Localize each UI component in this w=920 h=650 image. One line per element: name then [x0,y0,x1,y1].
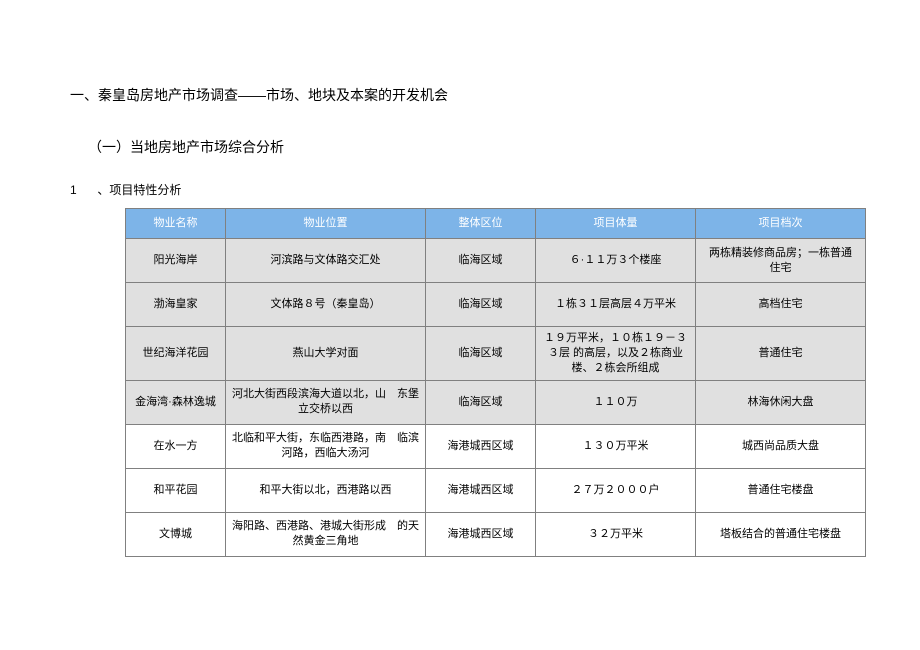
table-cell: 文体路８号（秦皇岛） [226,283,426,327]
table-cell: ６·１１万３个楼座 [536,239,696,283]
table-cell: 海阳路、西港路、港城大街形成 的天然黄金三角地 [226,512,426,556]
table-cell: 临海区域 [426,239,536,283]
table-row: 和平花园和平大街以北，西港路以西海港城西区域２７万２０００户普通住宅楼盘 [126,468,866,512]
table-cell: 林海休闲大盘 [696,380,866,424]
table-cell: 和平花园 [126,468,226,512]
table-cell: 燕山大学对面 [226,327,426,381]
list-number: 1 [70,183,94,197]
table-cell: １９万平米，１０栋１９－３３层 的高层，以及２栋商业楼、２栋会所组成 [536,327,696,381]
table-cell: 海港城西区域 [426,424,536,468]
table-cell: 金海湾·森林逸城 [126,380,226,424]
col-header: 整体区位 [426,209,536,239]
table-body: 阳光海岸河滨路与文体路交汇处临海区域６·１１万３个楼座两栋精装修商品房；一栋普通… [126,239,866,557]
table-cell: 临海区域 [426,380,536,424]
table-row: 金海湾·森林逸城河北大街西段滨海大道以北，山 东堡立交桥以西临海区域１１０万林海… [126,380,866,424]
table-cell: 临海区域 [426,327,536,381]
table-cell: 河滨路与文体路交汇处 [226,239,426,283]
page-heading: 一、秦皇岛房地产市场调查——市场、地块及本案的开发机会 [70,85,850,105]
col-header: 项目档次 [696,209,866,239]
table-cell: 普通住宅楼盘 [696,468,866,512]
table-header-row: 物业名称 物业位置 整体区位 项目体量 项目档次 [126,209,866,239]
table-cell: 北临和平大街，东临西港路，南 临滨河路，西临大汤河 [226,424,426,468]
table-cell: 渤海皇家 [126,283,226,327]
table-cell: １栋３１层高层４万平米 [536,283,696,327]
table-cell: ２７万２０００户 [536,468,696,512]
table-cell: 世纪海洋花园 [126,327,226,381]
table-cell: 海港城西区域 [426,468,536,512]
table-cell: １１０万 [536,380,696,424]
table-cell: １３０万平米 [536,424,696,468]
table-row: 文博城海阳路、西港路、港城大街形成 的天然黄金三角地海港城西区域３２万平米塔板结… [126,512,866,556]
col-header: 物业位置 [226,209,426,239]
table-cell: 在水一方 [126,424,226,468]
table-cell: 两栋精装修商品房；一栋普通 住宅 [696,239,866,283]
list-heading: 1 、项目特性分析 [70,181,850,198]
table-row: 在水一方北临和平大街，东临西港路，南 临滨河路，西临大汤河海港城西区域１３０万平… [126,424,866,468]
table-cell: 高档住宅 [696,283,866,327]
table-cell: 文博城 [126,512,226,556]
table-cell: 普通住宅 [696,327,866,381]
table-row: 渤海皇家文体路８号（秦皇岛）临海区域１栋３１层高层４万平米高档住宅 [126,283,866,327]
table-row: 阳光海岸河滨路与文体路交汇处临海区域６·１１万３个楼座两栋精装修商品房；一栋普通… [126,239,866,283]
table-cell: 塔板结合的普通住宅楼盘 [696,512,866,556]
table-cell: ３２万平米 [536,512,696,556]
table-cell: 海港城西区域 [426,512,536,556]
col-header: 项目体量 [536,209,696,239]
table-cell: 阳光海岸 [126,239,226,283]
table-row: 世纪海洋花园燕山大学对面临海区域１９万平米，１０栋１９－３３层 的高层，以及２栋… [126,327,866,381]
table-cell: 河北大街西段滨海大道以北，山 东堡立交桥以西 [226,380,426,424]
col-header: 物业名称 [126,209,226,239]
table-cell: 城西尚品质大盘 [696,424,866,468]
table-cell: 临海区域 [426,283,536,327]
property-table: 物业名称 物业位置 整体区位 项目体量 项目档次 阳光海岸河滨路与文体路交汇处临… [125,208,866,557]
list-text: 、项目特性分析 [97,183,181,197]
table-cell: 和平大街以北，西港路以西 [226,468,426,512]
section-heading: （一）当地房地产市场综合分析 [70,137,850,157]
